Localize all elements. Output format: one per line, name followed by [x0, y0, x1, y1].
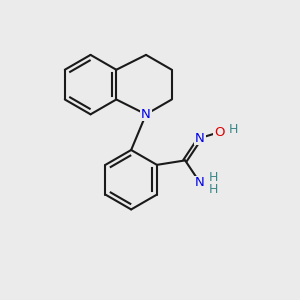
Text: H: H	[208, 171, 218, 184]
Text: N: N	[195, 132, 205, 145]
Text: N: N	[195, 176, 205, 189]
Text: H: H	[229, 123, 238, 136]
Text: H: H	[208, 183, 218, 196]
Text: N: N	[141, 108, 151, 121]
Text: O: O	[214, 126, 225, 139]
